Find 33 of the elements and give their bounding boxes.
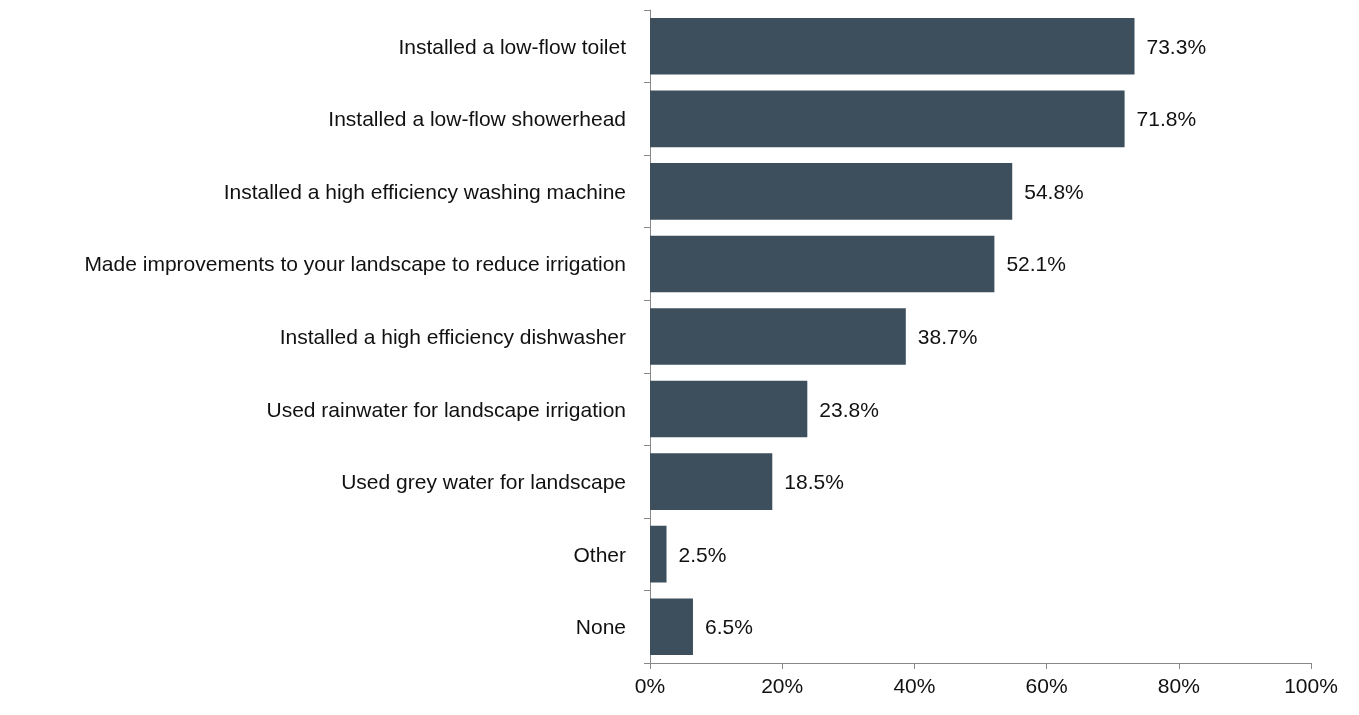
y-tick-label: Installed a high efficiency washing machine bbox=[223, 179, 626, 203]
y-tick-label: Used rainwater for landscape irrigation bbox=[266, 397, 626, 421]
bar bbox=[650, 453, 773, 510]
bar bbox=[650, 598, 693, 656]
data-label: 6.5% bbox=[704, 615, 753, 639]
data-label: 54.8% bbox=[1024, 179, 1084, 203]
bar bbox=[650, 525, 667, 583]
y-tick-label: Made improvements to your landscape to reduce irrigation bbox=[84, 252, 626, 276]
x-tick-label: 60% bbox=[1025, 674, 1068, 697]
bar bbox=[650, 163, 1013, 220]
data-label: 73.3% bbox=[1146, 34, 1207, 58]
x-tick-label: 0% bbox=[634, 674, 666, 697]
y-tick-label: None bbox=[575, 615, 626, 639]
x-tick-label: 80% bbox=[1157, 674, 1200, 697]
data-label: 38.7% bbox=[917, 325, 978, 348]
bar bbox=[650, 380, 808, 438]
bar bbox=[650, 308, 906, 365]
data-label: 71.8% bbox=[1136, 107, 1197, 131]
x-tick-label: 40% bbox=[893, 674, 936, 697]
data-label: 52.1% bbox=[1006, 252, 1066, 276]
y-tick-label: Installed a low-flow toilet bbox=[398, 34, 627, 58]
y-tick-label: Other bbox=[573, 542, 626, 566]
data-label: 23.8% bbox=[819, 397, 879, 421]
data-label: 18.5% bbox=[784, 470, 844, 494]
x-tick-label: 20% bbox=[761, 674, 804, 697]
y-tick-label: Installed a high efficiency dishwasher bbox=[279, 325, 626, 348]
y-tick-label: Used grey water for landscape bbox=[341, 470, 626, 494]
bar bbox=[650, 17, 1135, 75]
bar bbox=[650, 235, 995, 293]
bar bbox=[650, 90, 1125, 148]
data-label: 2.5% bbox=[678, 542, 727, 566]
x-tick-label: 100% bbox=[1284, 674, 1338, 697]
y-tick-label: Installed a low-flow showerhead bbox=[328, 107, 626, 131]
